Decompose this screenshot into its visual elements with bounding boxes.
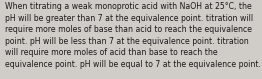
Text: When titrating a weak monoprotic acid with NaOH at 25°C, the
pH will be greater : When titrating a weak monoprotic acid wi… — [5, 2, 261, 69]
